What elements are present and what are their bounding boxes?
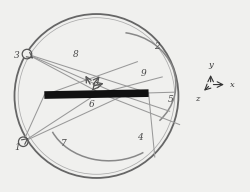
Text: y: y [208, 61, 213, 69]
Text: z: z [194, 95, 199, 103]
Text: x: x [230, 81, 235, 89]
Text: 1: 1 [14, 143, 20, 152]
Text: 5: 5 [168, 95, 174, 104]
Circle shape [18, 137, 28, 146]
Text: 6: 6 [88, 100, 94, 109]
Text: 9: 9 [141, 69, 146, 78]
Text: 8: 8 [72, 50, 78, 59]
Circle shape [22, 49, 32, 59]
Text: 7: 7 [61, 139, 67, 148]
Text: 2: 2 [154, 42, 160, 51]
Text: 4: 4 [137, 133, 143, 142]
Text: 3: 3 [14, 51, 20, 60]
